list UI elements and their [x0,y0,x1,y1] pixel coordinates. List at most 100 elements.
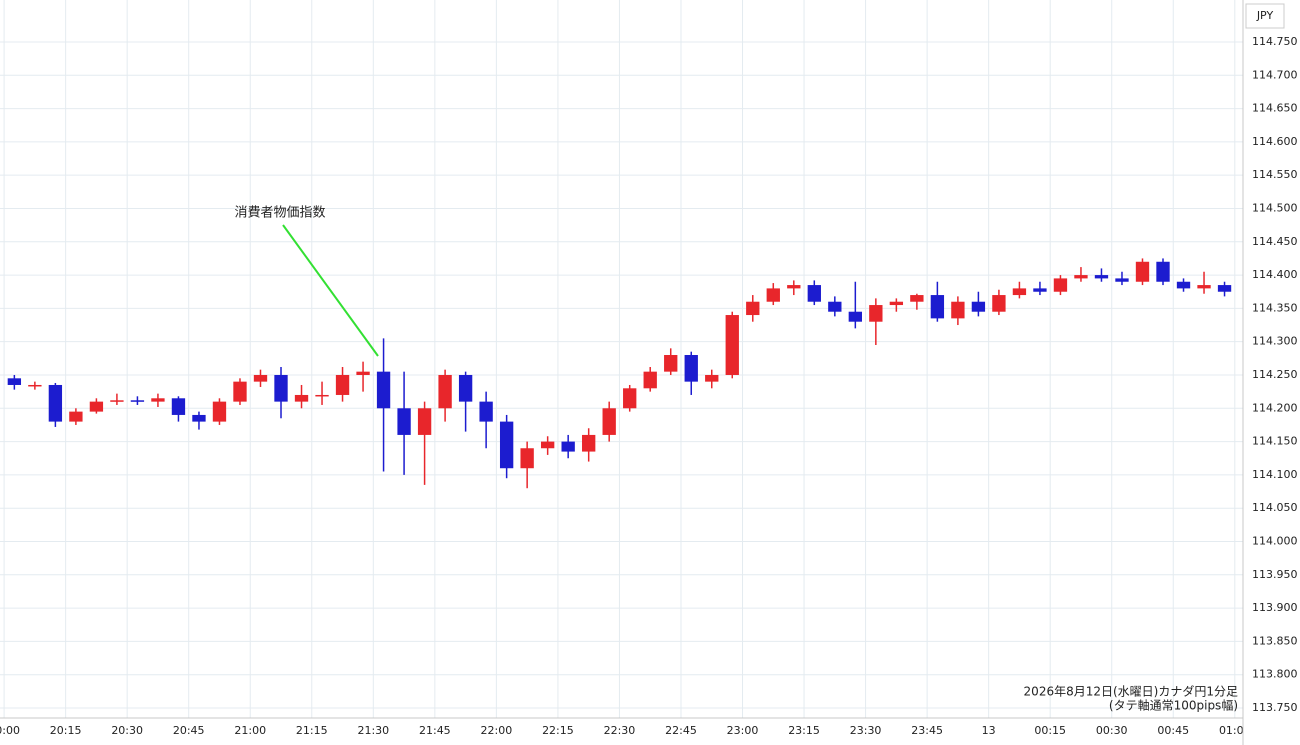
y-tick-label: 114.050 [1252,501,1298,514]
candle-body [274,374,288,402]
candle-body [171,398,186,415]
candle-body [643,371,657,389]
x-tick-label: 00:30 [1096,724,1128,737]
x-tick-label: 20:00 [0,724,20,737]
y-tick-label: 113.750 [1252,701,1298,714]
candle-body [48,384,63,422]
candle-body [397,408,411,435]
y-axis-label: JPY [1256,9,1274,22]
candle-body [1217,285,1232,292]
x-tick-label: 23:45 [911,724,943,737]
candle-body [684,355,698,382]
y-tick-label: 113.950 [1252,568,1298,581]
y-tick-label: 114.100 [1252,468,1298,481]
caption: 2026年8月12日(水曜日)カナダ円1分足 [1024,684,1238,699]
candle-body [28,384,42,387]
x-tick-label: 22:15 [542,724,574,737]
candle-body [1115,278,1129,282]
y-tick-label: 114.650 [1252,102,1298,115]
candle-body [1094,275,1109,279]
candle-body [1033,288,1047,292]
candle-body [828,301,842,312]
y-tick-label: 114.250 [1252,368,1298,381]
candle-body [623,388,637,409]
candle-body [253,374,268,382]
annotation-line [282,224,379,357]
candle-body [971,301,986,312]
y-tick-label: 113.850 [1252,634,1298,647]
y-tick-label: 114.400 [1252,268,1298,281]
y-tick-label: 114.500 [1252,201,1298,214]
candle-body [233,381,247,402]
price-axis-panel [1243,0,1300,745]
y-tick-label: 114.700 [1252,68,1298,81]
candle-body [1012,288,1027,296]
candle-body [1135,261,1150,282]
candle-body [705,374,719,382]
candle-body [499,421,514,469]
candle-body [766,288,780,302]
x-tick-label: 21:45 [419,724,451,737]
x-tick-label: 22:00 [481,724,513,737]
x-tick-label: 23:00 [727,724,759,737]
candle-body [787,285,801,289]
x-tick-label: 23:15 [788,724,820,737]
x-tick-label: 20:45 [173,724,205,737]
candle-body [110,400,124,402]
x-tick-label: 21:30 [357,724,389,737]
candle-body [417,408,432,435]
candle-body [910,295,924,302]
candle-body [315,394,329,397]
unit-box [1245,3,1285,29]
caption: (タテ軸通常100pips幅) [1109,698,1238,713]
candle-body [602,408,616,435]
x-tick-label: 20:15 [50,724,82,737]
candle-body [151,398,165,402]
candle-body [951,301,965,319]
candle-body [1197,285,1211,289]
y-tick-label: 114.150 [1252,435,1298,448]
x-tick-label: 20:30 [111,724,143,737]
candle-body [89,401,104,412]
candle-body [725,315,739,375]
annotation: 消費者物価指数 [234,206,325,221]
candle-body [356,371,370,375]
candle-body [746,301,760,316]
candle-body [930,295,945,319]
candle-body [992,295,1006,312]
x-tick-label: 22:45 [665,724,697,737]
candle-body [438,374,452,409]
candle-body [869,305,883,322]
y-tick-label: 114.350 [1252,301,1298,314]
y-tick-label: 114.750 [1252,35,1298,48]
y-tick-label: 113.900 [1252,601,1298,614]
candle-body [479,401,493,422]
y-tick-label: 114.300 [1252,335,1298,348]
candle-body [376,371,391,409]
candle-body [561,441,575,452]
candle-body [582,434,596,452]
y-tick-label: 113.800 [1252,668,1298,681]
candle-body [540,441,555,449]
candle-body [520,448,534,469]
candle-body [7,378,22,385]
candle-body [664,355,678,372]
y-tick-label: 114.550 [1252,168,1298,181]
candle-body [1176,281,1191,289]
y-tick-label: 114.000 [1252,534,1298,547]
x-tick-label: 13 [982,724,996,737]
plot-area: 20:00 20:15 20:30 20:45 21:00 21:15 21:30 21:45… [0,0,1251,737]
candle-body [335,374,350,395]
x-tick-label: 22:30 [604,724,636,737]
x-tick-label: 00:15 [1034,724,1066,737]
candle-body [1053,278,1068,292]
candle-body [458,374,473,402]
candle-body [807,285,821,302]
y-tick-label: 114.200 [1252,401,1298,414]
candle-body [192,414,206,422]
candle-body [889,301,904,306]
candle-body [130,400,145,402]
y-tick-label: 114.600 [1252,135,1298,148]
candle-body [69,411,83,422]
